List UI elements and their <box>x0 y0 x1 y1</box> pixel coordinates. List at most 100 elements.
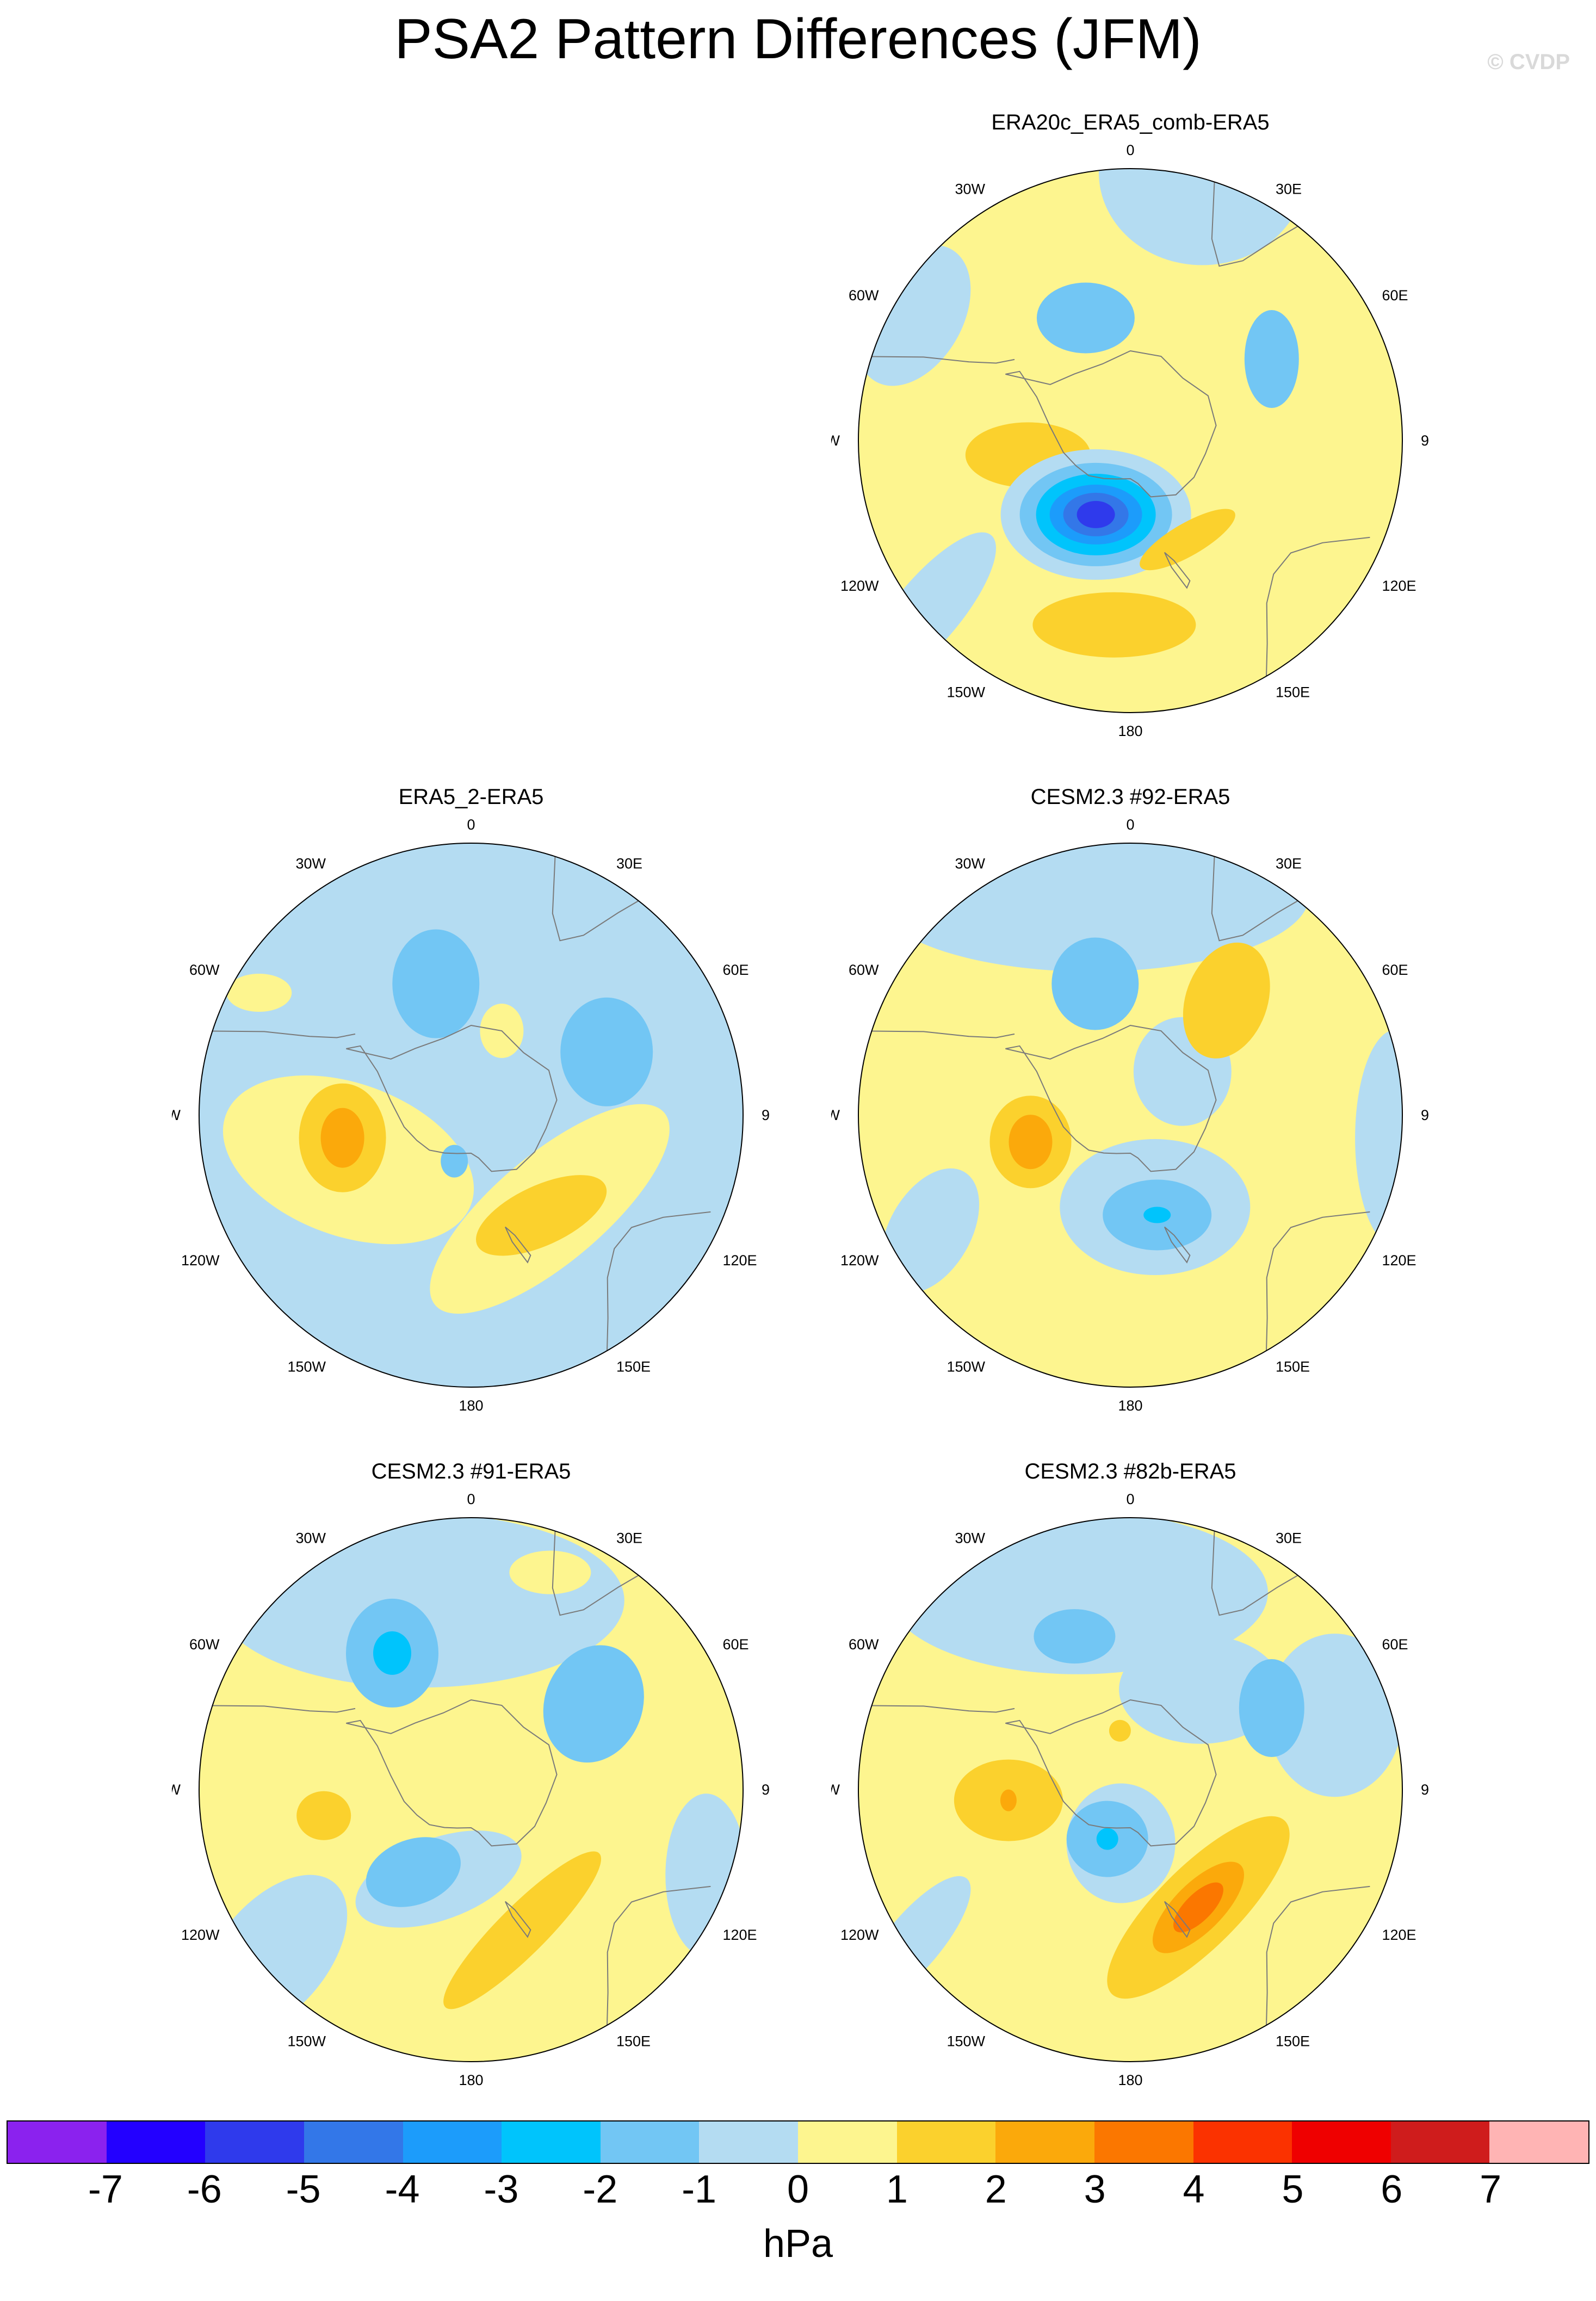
colorbar-box <box>1489 2121 1588 2163</box>
contour-anomaly <box>1247 518 1356 650</box>
colorbar-units-label: hPa <box>763 2222 833 2266</box>
longitude-label: 60W <box>849 1636 879 1653</box>
coastline-new-zealand <box>1164 1901 1191 1938</box>
colorbar-tick-label: -4 <box>385 2168 420 2211</box>
longitude-label: 180 <box>1118 1397 1142 1414</box>
longitude-label: 60E <box>723 1636 749 1653</box>
contour-anomaly <box>476 1175 607 1256</box>
longitude-label: 150W <box>287 2033 326 2050</box>
colorbar-box <box>8 2121 107 2163</box>
contour-anomaly <box>1034 1609 1116 1664</box>
page-title: PSA2 Pattern Differences (JFM) <box>394 8 1202 71</box>
coastline-antarctica <box>1005 1699 1217 1847</box>
colorbar-box <box>699 2121 798 2163</box>
contour-anomaly <box>543 1645 644 1763</box>
longitude-label: 30E <box>1276 181 1302 197</box>
contour-anomaly <box>1244 310 1299 408</box>
longitude-label: 30W <box>295 1530 326 1547</box>
longitude-label: 120E <box>1382 1252 1416 1269</box>
longitude-label: 180 <box>1118 723 1142 739</box>
contour-anomaly <box>441 1145 468 1178</box>
colorbar-box <box>304 2121 403 2163</box>
panel-cesm91: CESM2.3 #91-ERA5 0 30E 60E 90E 120E 150E 180 15… <box>172 1458 770 2105</box>
colorbar-box <box>1094 2121 1193 2163</box>
colorbar-tick-label: 1 <box>886 2168 908 2211</box>
base-field <box>199 843 743 1387</box>
contour-anomaly <box>226 974 292 1012</box>
colorbar-tick-label: 2 <box>985 2168 1007 2211</box>
colorbar-box <box>1390 2121 1490 2163</box>
longitude-label: 0 <box>1126 1491 1134 1507</box>
longitude-label: 30W <box>295 856 326 872</box>
longitude-label: 60W <box>849 287 879 304</box>
colorbar-tick-label: -2 <box>583 2168 618 2211</box>
contour-anomaly <box>320 1108 364 1168</box>
longitude-label: 90W <box>172 1107 181 1123</box>
panel-era5-2: ERA5_2-ERA5 0 30E 60E 90E 120E 150E 180 150W 120… <box>172 783 770 1431</box>
longitude-label: 0 <box>1126 817 1134 833</box>
contour-anomaly <box>373 1631 411 1675</box>
contour-field <box>199 843 743 1387</box>
coastline-antarctica <box>346 1024 558 1172</box>
coastline-australia <box>1266 1885 1370 2026</box>
contour-anomaly <box>560 997 653 1106</box>
longitude-label: 30W <box>955 181 985 197</box>
coastline-africa <box>1211 856 1298 942</box>
contour-anomaly <box>1239 1659 1304 1757</box>
longitude-label: 90E <box>1421 1782 1430 1798</box>
longitude-label: 120W <box>181 1927 220 1943</box>
longitude-label: 60W <box>189 962 220 978</box>
colorbar-box <box>995 2121 1094 2163</box>
contour-anomaly <box>1173 1882 1223 1933</box>
colorbar-tick-label: -5 <box>286 2168 321 2211</box>
map-border <box>858 168 1403 713</box>
longitude-label: 90E <box>1421 1107 1430 1123</box>
longitude-label: 30E <box>1276 1530 1302 1547</box>
longitude-label: 120W <box>840 1252 879 1269</box>
longitude-label: 120E <box>1382 578 1416 594</box>
longitude-label: 30E <box>616 1530 642 1547</box>
longitude-label: 120E <box>723 1927 757 1943</box>
coastline-south-america <box>871 356 1015 364</box>
cvdp-credit: © CVDP <box>1487 50 1570 74</box>
colorbar-tick-label: -6 <box>187 2168 222 2211</box>
contour-anomaly <box>1009 1115 1053 1170</box>
longitude-label: 90W <box>172 1782 181 1798</box>
coastline-new-zealand <box>504 1226 531 1264</box>
contour-anomaly <box>296 1791 351 1840</box>
longitude-label: 180 <box>1118 2072 1142 2088</box>
colorbar-tick-label: -3 <box>484 2168 519 2211</box>
longitude-label: 150W <box>947 2033 985 2050</box>
colorbar-box <box>502 2121 601 2163</box>
map-border <box>858 843 1403 1388</box>
coastline-antarctica <box>346 1699 558 1847</box>
coastline-australia <box>607 1211 711 1351</box>
contour-field <box>858 169 1402 713</box>
longitude-label: 120W <box>181 1252 220 1269</box>
polar-map-cesm82b: 0 30E 60E 90E 120E 150E 180 150W 120W 90W 60W 30W <box>831 1491 1430 2088</box>
coastline-australia <box>607 1885 711 2026</box>
contour-anomaly <box>1051 937 1139 1030</box>
map-border <box>858 1517 1403 2062</box>
longitude-label: 120E <box>723 1252 757 1269</box>
contour-anomaly <box>1000 1789 1017 1811</box>
colorbar-tick-label: 0 <box>787 2168 809 2211</box>
panel-title-cesm82b: CESM2.3 #82b-ERA5 <box>1024 1459 1236 1483</box>
contour-anomaly <box>509 1550 591 1594</box>
contour-anomaly <box>1140 509 1235 571</box>
longitude-label: 0 <box>467 817 475 833</box>
panel-title-cesm91: CESM2.3 #91-ERA5 <box>371 1459 571 1483</box>
longitude-label: 120W <box>840 578 879 594</box>
colorbar-tick-label: 5 <box>1282 2168 1304 2211</box>
longitude-label: 60W <box>189 1636 220 1653</box>
colorbar-box <box>1193 2121 1292 2163</box>
longitude-label: 180 <box>459 1397 483 1414</box>
colorbar-box <box>798 2121 897 2163</box>
longitude-label: 150E <box>1276 684 1310 701</box>
coastline-antarctica <box>1005 350 1217 498</box>
colorbar-box <box>403 2121 502 2163</box>
coastline-south-america <box>871 1030 1015 1038</box>
longitude-label: 90E <box>762 1107 770 1123</box>
colorbar-box <box>600 2121 700 2163</box>
longitude-label: 150E <box>616 2033 651 2050</box>
